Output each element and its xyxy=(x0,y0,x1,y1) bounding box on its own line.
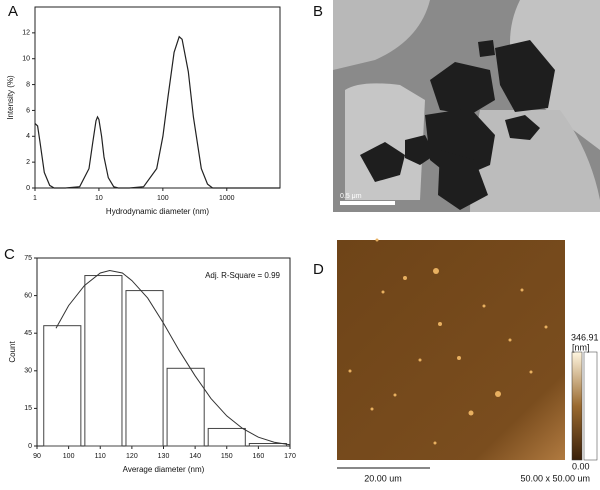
x-axis-label: Hydrodynamic diameter (nm) xyxy=(106,207,209,216)
tem-image: 0.5 μm xyxy=(333,0,600,212)
y-tick-label: 8 xyxy=(26,81,30,88)
x-tick-label: 130 xyxy=(158,453,170,460)
y-tick-label: 10 xyxy=(22,56,30,63)
y-tick-label: 45 xyxy=(24,330,32,337)
y-tick-label: 4 xyxy=(26,133,30,140)
y-tick-label: 0 xyxy=(26,185,30,192)
scale-bar-label: 0.5 μm xyxy=(340,193,362,200)
y-tick-label: 2 xyxy=(26,159,30,166)
histogram-bar xyxy=(43,325,82,447)
panel-label: B xyxy=(313,3,323,20)
x-axis-label: Average diameter (nm) xyxy=(123,465,205,474)
histogram-bar xyxy=(125,290,164,447)
panel-label: D xyxy=(313,261,324,278)
colorbar-min: 0.00 xyxy=(572,461,590,471)
x-tick-label: 120 xyxy=(126,453,138,460)
scale-bar-label: 20.00 um xyxy=(364,473,402,483)
plot-frame xyxy=(34,6,281,189)
fit-curve xyxy=(55,269,291,446)
x-tick-label: 140 xyxy=(189,453,201,460)
x-tick-label: 110 xyxy=(95,453,106,460)
colorbar-max: 346.91 xyxy=(571,332,599,342)
y-tick-label: 6 xyxy=(26,107,30,114)
x-tick-label: 1 xyxy=(33,195,37,202)
histogram-bar xyxy=(84,275,123,447)
y-axis-label: Intensity (%) xyxy=(6,75,15,120)
x-tick-label: 170 xyxy=(284,453,296,460)
colorbar-unit: [nm] xyxy=(572,342,590,352)
scan-size: 50.00 x 50.00 um xyxy=(520,473,590,483)
x-tick-label: 1000 xyxy=(219,195,235,202)
y-axis-label: Count xyxy=(8,341,17,363)
x-tick-label: 10 xyxy=(95,195,103,202)
y-tick-label: 0 xyxy=(28,443,32,450)
panel-label: C xyxy=(4,246,15,263)
annotation: Adj. R-Square = 0.99 xyxy=(205,271,280,280)
y-tick-label: 75 xyxy=(24,255,32,262)
x-tick-label: 160 xyxy=(253,453,265,460)
afm-image: 20.00 um 50.00 x 50.00 um 346.91 [nm] 0.… xyxy=(337,238,599,483)
x-tick-label: 100 xyxy=(63,453,75,460)
x-tick-label: 90 xyxy=(33,453,41,460)
x-tick-label: 150 xyxy=(221,453,233,460)
y-tick-label: 15 xyxy=(24,405,32,412)
panel-label: A xyxy=(8,3,18,20)
y-tick-label: 60 xyxy=(24,292,32,299)
data-line xyxy=(34,35,280,189)
histogram-bar xyxy=(248,442,287,447)
histogram-bar xyxy=(207,427,246,447)
y-tick-label: 30 xyxy=(24,368,32,375)
y-tick-label: 12 xyxy=(22,30,30,37)
x-tick-label: 100 xyxy=(157,195,169,202)
histogram-bar xyxy=(166,367,205,447)
